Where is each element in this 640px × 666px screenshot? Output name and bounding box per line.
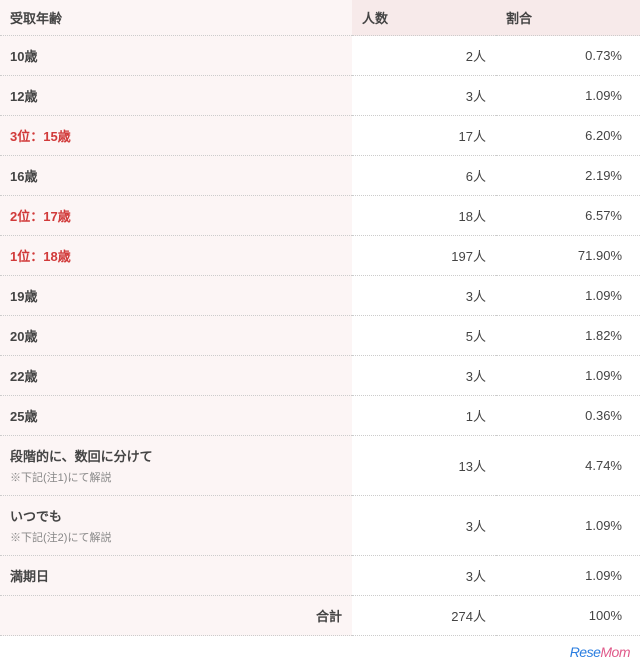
row-label: 10歳 [0,36,352,76]
row-count: 6人 [352,156,496,196]
table-row: 満期日 3人1.09% [0,556,640,596]
row-count: 1人 [352,396,496,436]
row-count: 197人 [352,236,496,276]
row-count: 5人 [352,316,496,356]
table-row: 10歳 2人0.73% [0,36,640,76]
row-label: 3位：15歳 [0,116,352,156]
row-ratio: 6.20% [496,116,640,156]
rank-prefix: 3位： [10,129,43,144]
row-label-text: 15歳 [43,129,70,144]
rank-prefix: 2位： [10,209,43,224]
row-label: 12歳 [0,76,352,116]
row-label: 段階的に、数回に分けて ※下記(注1)にて解説 [0,436,352,496]
row-sublabel: ※下記(注1)にて解説 [10,469,342,485]
row-label-text: 10歳 [10,49,37,64]
logo-part1: Rese [570,644,601,660]
header-ratio: 割合 [496,0,640,36]
row-ratio: 0.36% [496,396,640,436]
row-label: 16歳 [0,156,352,196]
row-label-text: 20歳 [10,329,37,344]
row-label-text: 12歳 [10,89,37,104]
table-row: 段階的に、数回に分けて ※下記(注1)にて解説 13人4.74% [0,436,640,496]
row-label: 25歳 [0,396,352,436]
table-row: 1位：18歳197人71.90% [0,236,640,276]
row-label-text: 段階的に、数回に分けて [10,449,153,464]
header-label: 受取年齢 [0,0,352,36]
footer-ratio: 100% [496,596,640,636]
row-label: いつでも ※下記(注2)にて解説 [0,496,352,556]
row-ratio: 1.09% [496,76,640,116]
row-label-text: 18歳 [43,249,70,264]
row-label: 1位：18歳 [0,236,352,276]
row-label-text: 22歳 [10,369,37,384]
row-label-text: 満期日 [10,569,49,584]
row-ratio: 1.09% [496,496,640,556]
row-label: 22歳 [0,356,352,396]
row-sublabel: ※下記(注2)にて解説 [10,529,342,545]
row-label-text: 19歳 [10,289,37,304]
row-label-text: 17歳 [43,209,70,224]
table-row: 12歳 3人1.09% [0,76,640,116]
rank-prefix: 1位： [10,249,43,264]
brand-logo: ReseMom [0,636,640,666]
row-ratio: 71.90% [496,236,640,276]
table-row: 3位：15歳17人6.20% [0,116,640,156]
row-label-text: 16歳 [10,169,37,184]
table-row: 25歳 1人0.36% [0,396,640,436]
table-row: いつでも ※下記(注2)にて解説 3人1.09% [0,496,640,556]
row-ratio: 1.82% [496,316,640,356]
row-label-text: 25歳 [10,409,37,424]
table-body: 10歳2人0.73%12歳3人1.09%3位：15歳17人6.20%16歳6人2… [0,36,640,596]
table-row: 2位：17歳18人6.57% [0,196,640,236]
header-count: 人数 [352,0,496,36]
row-label: 20歳 [0,316,352,356]
row-ratio: 2.19% [496,156,640,196]
row-count: 3人 [352,356,496,396]
logo-part2: Mom [600,644,630,660]
row-ratio: 1.09% [496,276,640,316]
row-count: 3人 [352,276,496,316]
footer-label: 合計 [0,596,352,636]
row-count: 18人 [352,196,496,236]
row-count: 3人 [352,556,496,596]
table-footer-row: 合計 274人 100% [0,596,640,636]
row-count: 2人 [352,36,496,76]
footer-count: 274人 [352,596,496,636]
row-label-text: いつでも [10,509,62,524]
table-row: 19歳 3人1.09% [0,276,640,316]
row-ratio: 0.73% [496,36,640,76]
table-row: 16歳 6人2.19% [0,156,640,196]
table-row: 20歳 5人1.82% [0,316,640,356]
row-label: 2位：17歳 [0,196,352,236]
row-count: 17人 [352,116,496,156]
row-ratio: 1.09% [496,356,640,396]
row-count: 3人 [352,496,496,556]
table-row: 22歳 3人1.09% [0,356,640,396]
row-count: 13人 [352,436,496,496]
age-table: 受取年齢 人数 割合 10歳2人0.73%12歳3人1.09%3位：15歳17人… [0,0,640,636]
row-ratio: 1.09% [496,556,640,596]
row-label: 19歳 [0,276,352,316]
row-count: 3人 [352,76,496,116]
row-label: 満期日 [0,556,352,596]
row-ratio: 6.57% [496,196,640,236]
table-header-row: 受取年齢 人数 割合 [0,0,640,36]
row-ratio: 4.74% [496,436,640,496]
